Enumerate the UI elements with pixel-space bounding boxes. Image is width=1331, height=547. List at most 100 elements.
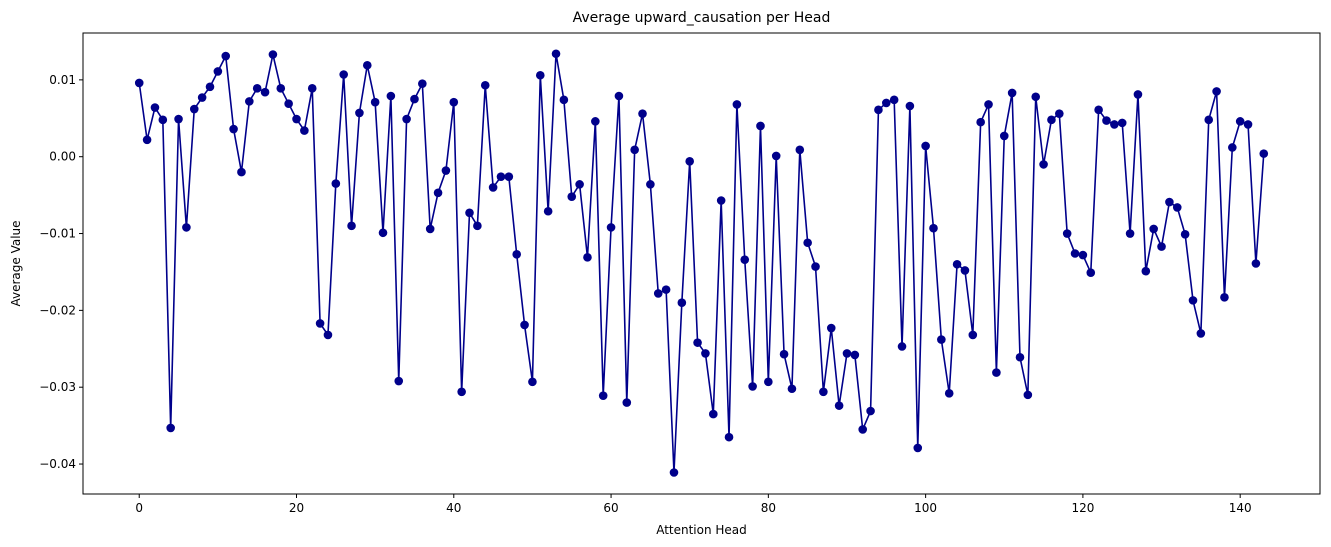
data-point: [952, 259, 962, 269]
data-point: [433, 188, 443, 198]
data-point: [779, 349, 789, 359]
data-point: [1196, 329, 1206, 338]
data-point: [182, 223, 191, 232]
data-point: [276, 84, 286, 93]
chart-title: Average upward_causation per Head: [573, 10, 831, 26]
data-point: [1023, 390, 1033, 400]
data-point: [1212, 87, 1221, 96]
data-point: [575, 180, 584, 189]
data-point: [583, 253, 592, 262]
data-point: [1220, 293, 1229, 302]
x-axis-label: Attention Head: [656, 523, 747, 537]
data-point: [984, 100, 993, 109]
data-point: [897, 342, 907, 351]
data-point: [1031, 92, 1041, 102]
data-point: [850, 350, 860, 360]
data-point: [315, 319, 325, 328]
data-point: [803, 238, 812, 248]
data-point: [229, 124, 238, 134]
data-point: [646, 180, 655, 189]
data-point: [323, 330, 333, 340]
data-point: [284, 99, 293, 108]
data-point: [520, 320, 529, 330]
data-point: [795, 145, 805, 155]
data-point: [410, 94, 419, 104]
data-point: [528, 377, 537, 387]
data-point: [661, 285, 671, 294]
data-point: [1094, 105, 1103, 115]
data-point: [693, 338, 702, 347]
data-point: [913, 443, 923, 453]
data-point: [960, 266, 970, 275]
data-point: [394, 376, 404, 386]
data-point: [598, 391, 608, 400]
data-point: [1015, 352, 1025, 362]
data-point: [866, 406, 875, 416]
data-point: [441, 166, 451, 175]
data-point: [882, 98, 891, 108]
data-point: [905, 101, 915, 111]
data-point: [1243, 120, 1253, 129]
data-point: [622, 398, 632, 407]
data-point: [858, 425, 868, 434]
data-point: [889, 95, 899, 105]
data-point: [535, 70, 545, 80]
data-point: [976, 117, 985, 127]
data-point: [237, 167, 246, 177]
data-point: [1117, 118, 1127, 128]
data-point: [1102, 116, 1111, 125]
data-point: [174, 114, 183, 124]
data-point: [559, 95, 569, 105]
data-point: [221, 51, 231, 61]
y-axis-label: Average Value: [9, 220, 23, 306]
data-point: [551, 49, 561, 59]
y-tick-label: −0.03: [39, 380, 76, 394]
data-point: [834, 401, 844, 410]
data-point: [457, 387, 466, 397]
data-point: [402, 114, 411, 124]
data-point: [1157, 242, 1166, 251]
data-point: [355, 108, 364, 118]
data-point: [1172, 203, 1182, 212]
data-point: [339, 70, 348, 79]
data-point: [638, 109, 647, 118]
data-point: [1110, 120, 1119, 129]
data-point: [1165, 197, 1174, 207]
data-point: [701, 349, 710, 358]
data-point: [331, 179, 341, 188]
data-point: [362, 60, 372, 70]
data-point: [504, 172, 514, 181]
data-point: [1125, 229, 1135, 238]
data-point: [677, 298, 687, 307]
data-point: [921, 141, 930, 151]
data-point: [292, 114, 301, 124]
x-tick-label: 40: [446, 501, 461, 515]
data-point: [480, 80, 490, 90]
data-point: [418, 79, 427, 89]
y-tick-label: −0.01: [39, 227, 76, 241]
data-point: [1188, 296, 1198, 305]
data-point: [1078, 250, 1088, 260]
data-point: [999, 131, 1009, 141]
data-point: [968, 330, 978, 340]
y-tick-label: 0.01: [49, 73, 76, 87]
data-point: [197, 93, 207, 102]
data-point: [205, 82, 215, 92]
data-point: [1180, 230, 1190, 239]
plot-area: 0 20 40 60 80 100 120 140 −0.04 −0.03 −0.02 −0.01 0…: [39, 32, 1321, 515]
data-point: [842, 349, 852, 358]
data-point: [166, 423, 175, 433]
data-point: [724, 432, 734, 442]
data-point: [944, 389, 954, 398]
data-point: [937, 335, 946, 344]
y-axis: −0.04 −0.03 −0.02 −0.01 0.00 0.01: [39, 73, 83, 471]
data-point: [260, 87, 270, 97]
data-point: [370, 97, 380, 107]
data-point: [1235, 117, 1245, 126]
data-point: [732, 100, 742, 109]
data-point: [819, 387, 828, 397]
data-point: [512, 249, 521, 259]
data-point: [268, 50, 278, 59]
y-tick-label: 0.00: [49, 150, 76, 164]
